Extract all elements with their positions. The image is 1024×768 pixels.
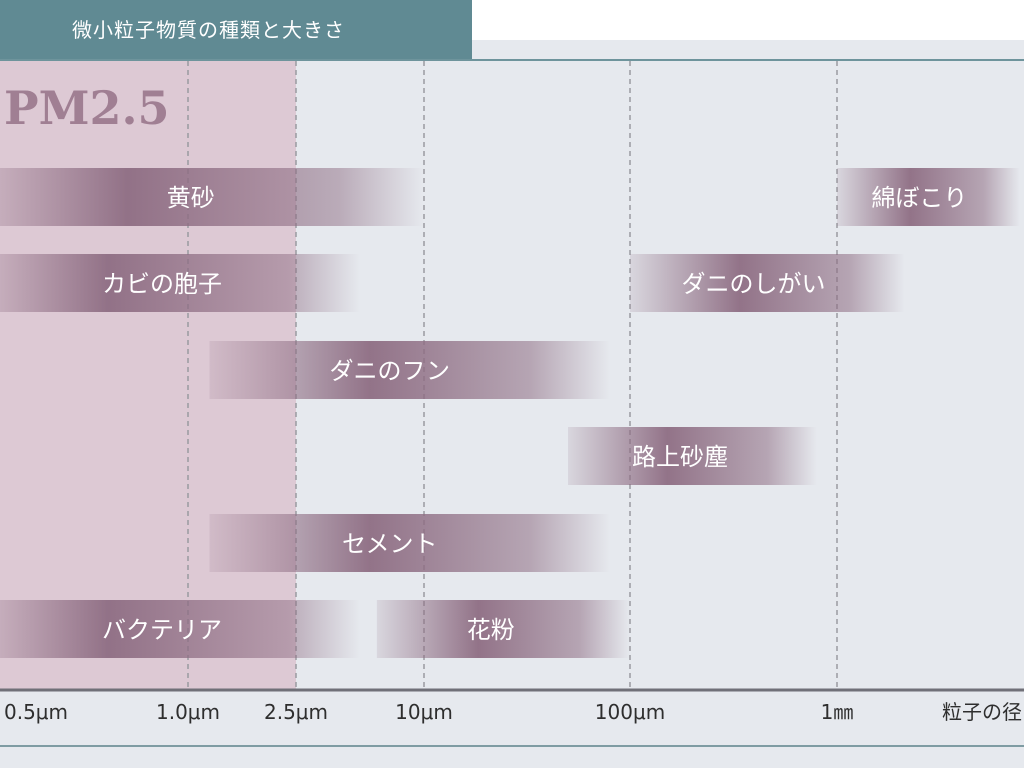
bar-label: セメント bbox=[342, 530, 438, 558]
range-bar bbox=[0, 168, 424, 226]
x-tick-label: 2.5μm bbox=[264, 700, 328, 724]
range-bar bbox=[630, 254, 905, 312]
x-tick-label: 1㎜ bbox=[821, 700, 854, 724]
x-tick-label: 10μm bbox=[395, 700, 453, 724]
bar-label: 綿ぼこり bbox=[871, 184, 967, 212]
x-tick-label: 100μm bbox=[595, 700, 665, 724]
x-axis-label: 粒子の径 bbox=[942, 700, 1022, 724]
page-title: 微小粒子物質の種類と大きさ bbox=[0, 0, 472, 60]
range-bar bbox=[567, 427, 817, 485]
bar-label: ダニのフン bbox=[329, 357, 449, 385]
range-bar bbox=[209, 341, 611, 399]
bar-label: ダニのしがい bbox=[682, 270, 826, 298]
range-bar bbox=[209, 514, 611, 572]
range-bar bbox=[0, 254, 360, 312]
bar-label: 花粉 bbox=[467, 616, 515, 644]
x-tick-label: 1.0μm bbox=[156, 700, 220, 724]
bar-label: バクテリア bbox=[102, 616, 222, 644]
top-strip bbox=[472, 0, 1024, 40]
bar-label: カビの胞子 bbox=[102, 270, 222, 298]
bar-label: 路上砂塵 bbox=[632, 443, 728, 471]
range-bar bbox=[0, 600, 360, 658]
bar-label: 黄砂 bbox=[167, 184, 215, 212]
pm25-label: PM2.5 bbox=[4, 81, 170, 135]
x-tick-label: 0.5μm bbox=[4, 700, 68, 724]
range-bar bbox=[837, 168, 1020, 226]
range-bar bbox=[376, 600, 630, 658]
header-rule bbox=[0, 59, 1024, 61]
